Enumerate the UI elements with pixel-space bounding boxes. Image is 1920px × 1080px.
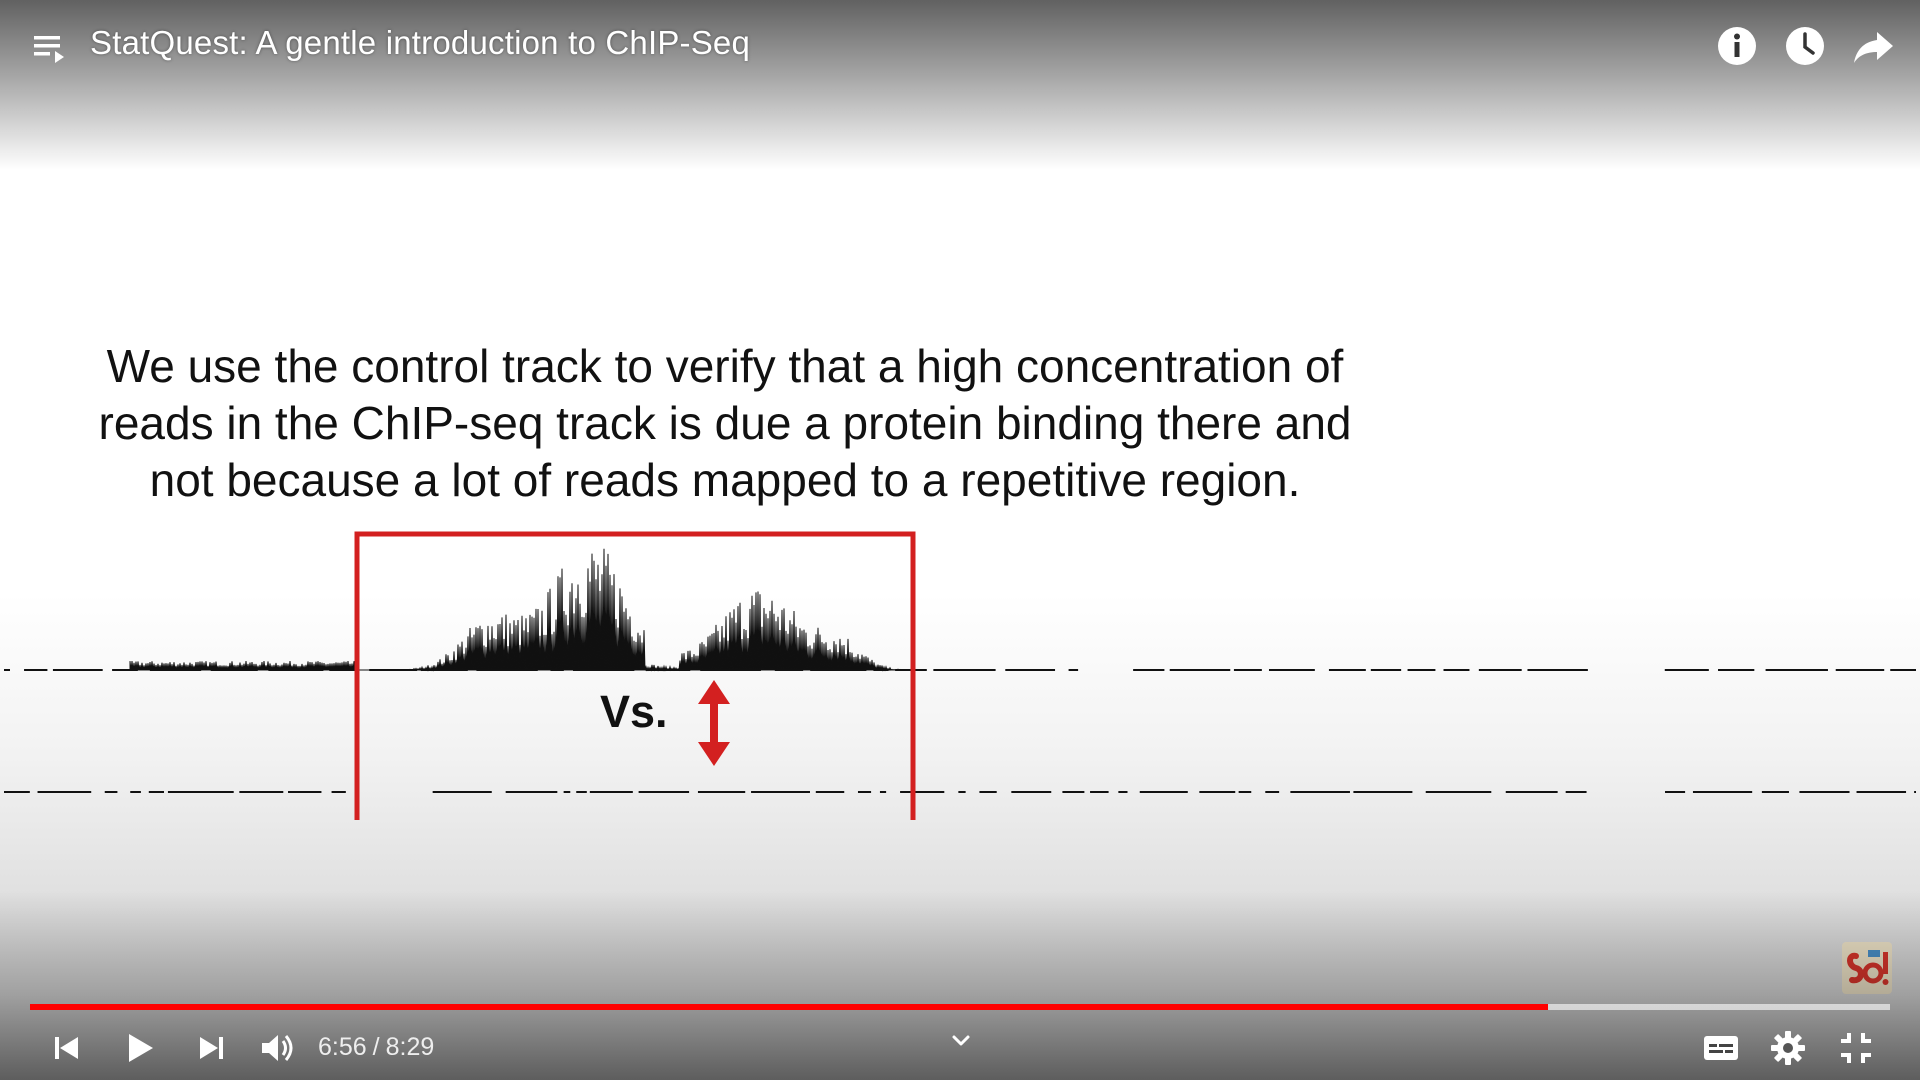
volume-icon[interactable] (256, 1026, 300, 1070)
caption-line: not because a lot of reads mapped to a r… (149, 454, 1301, 506)
progress-bar[interactable] (30, 1004, 1890, 1010)
read-coverage-tracks (4, 531, 1916, 820)
progress-played (30, 1004, 1549, 1010)
caption-line: reads in the ChIP-seq track is due a pro… (98, 397, 1352, 449)
video-title[interactable]: StatQuest: A gentle introduction to ChIP… (90, 24, 751, 61)
slide-caption: We use the control track to verify that … (40, 338, 1410, 509)
duration: 8:29 (385, 1033, 435, 1061)
chip-seq-peaks (129, 548, 906, 672)
top-gradient (0, 0, 1920, 170)
current-time: 6:56 (318, 1033, 367, 1061)
double-arrow-icon (698, 680, 730, 766)
previous-icon[interactable] (45, 1026, 89, 1070)
bottom-gradient (0, 890, 1920, 1080)
caption-line: We use the control track to verify that … (106, 340, 1344, 392)
time-separator: / (372, 1033, 380, 1061)
share-icon[interactable] (1849, 22, 1897, 70)
watch-later-icon[interactable] (1781, 22, 1829, 70)
settings-icon[interactable] (1766, 1026, 1810, 1070)
highlight-box (354, 531, 916, 820)
captions-icon[interactable] (1699, 1026, 1743, 1070)
vs-label: Vs. (600, 686, 668, 737)
time-display: 6:56/8:29 (318, 1033, 434, 1062)
info-icon[interactable] (1713, 22, 1761, 70)
play-icon[interactable] (118, 1026, 162, 1070)
playlist-icon[interactable] (30, 28, 70, 68)
chevron-down-icon[interactable] (950, 1030, 972, 1052)
next-icon[interactable] (189, 1026, 233, 1070)
exit-fullscreen-icon[interactable] (1834, 1026, 1878, 1070)
